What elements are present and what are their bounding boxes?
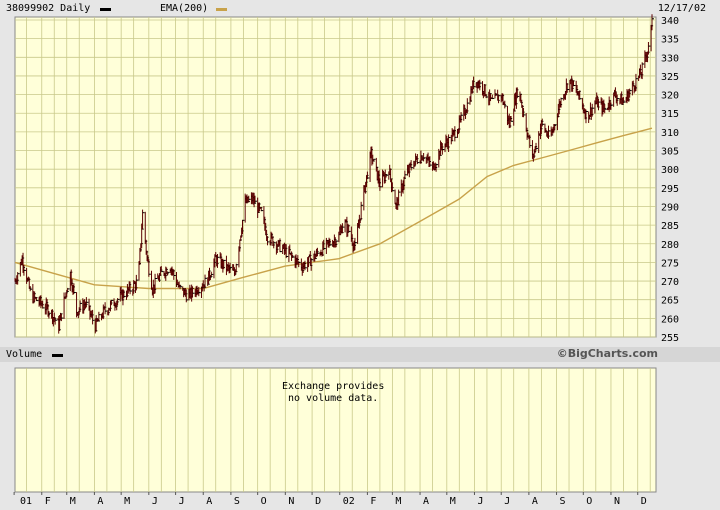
y-tick-label: 300: [661, 165, 679, 176]
x-tick-label: O: [261, 496, 267, 507]
x-tick-label: 01: [20, 496, 32, 507]
price-bars: [14, 14, 654, 334]
x-tick-label: J: [152, 496, 158, 507]
y-tick-label: 290: [661, 202, 679, 213]
y-tick-label: 280: [661, 240, 679, 251]
y-tick-label: 320: [661, 91, 679, 102]
x-tick-label: N: [614, 496, 620, 507]
y-tick-label: 325: [661, 72, 679, 83]
ema-legend-swatch: [216, 8, 227, 11]
volume-header: Volume ©BigCharts.com: [0, 347, 720, 362]
y-tick-label: 310: [661, 128, 679, 139]
x-tick-label: M: [395, 496, 401, 507]
volume-message-line1: Exchange provides: [282, 381, 385, 392]
x-tick-label: S: [234, 496, 240, 507]
ema-200-line: [14, 127, 653, 290]
y-tick-label: 285: [661, 221, 679, 232]
y-tick-label: 255: [661, 333, 679, 344]
volume-plot-background: [14, 367, 657, 493]
y-tick-label: 330: [661, 53, 679, 64]
y-tick-label: 305: [661, 147, 679, 158]
volume-legend-swatch: [52, 354, 63, 357]
x-tick-label: A: [532, 496, 538, 507]
y-tick-label: 335: [661, 35, 679, 46]
symbol-label: 38099902 Daily: [6, 3, 91, 14]
x-tick-label: A: [423, 496, 429, 507]
y-tick-label: 260: [661, 314, 679, 325]
y-axis: 255 260 265 270 275 280 285 290 295 300 305 310 315 3…: [661, 16, 679, 344]
volume-plot-area: [14, 367, 657, 493]
x-tick-label: S: [560, 496, 566, 507]
x-tick-label: O: [586, 496, 592, 507]
x-tick-label: D: [641, 496, 647, 507]
x-tick-label: J: [477, 496, 483, 507]
y-tick-label: 265: [661, 296, 679, 307]
x-tick-label: J: [179, 496, 185, 507]
y-tick-label: 275: [661, 258, 679, 269]
ema-label: EMA(200): [160, 3, 209, 14]
x-tick-label: M: [70, 496, 76, 507]
y-tick-label: 340: [661, 16, 679, 27]
y-tick-label: 270: [661, 277, 679, 288]
y-tick-label: 315: [661, 109, 679, 120]
x-tick-label: F: [45, 496, 51, 507]
date-label: 12/17/02: [657, 3, 706, 14]
x-tick-label: A: [97, 496, 103, 507]
y-tick-label: 295: [661, 184, 679, 195]
brand-label: ©BigCharts.com: [556, 347, 658, 360]
x-tick-label: M: [124, 496, 130, 507]
price-legend-swatch: [100, 8, 111, 11]
volume-message-line2: no volume data.: [288, 393, 379, 404]
x-tick-label: J: [504, 496, 510, 507]
x-axis: 01 F M A M J J A S O N D 02 F M A M J J A S O N D: [13, 492, 647, 507]
price-plot-background: [14, 16, 657, 338]
price-plot-area: [14, 16, 657, 338]
ema-line: [14, 127, 653, 290]
volume-label: Volume: [6, 349, 43, 360]
x-tick-label: F: [370, 496, 376, 507]
x-tick-label: D: [315, 496, 321, 507]
x-tick-label: A: [206, 496, 212, 507]
x-tick-label: N: [288, 496, 294, 507]
x-tick-label: M: [450, 496, 456, 507]
x-tick-label: 02: [343, 496, 355, 507]
chart-header: 38099902 Daily EMA(200) 12/17/02: [0, 0, 720, 17]
